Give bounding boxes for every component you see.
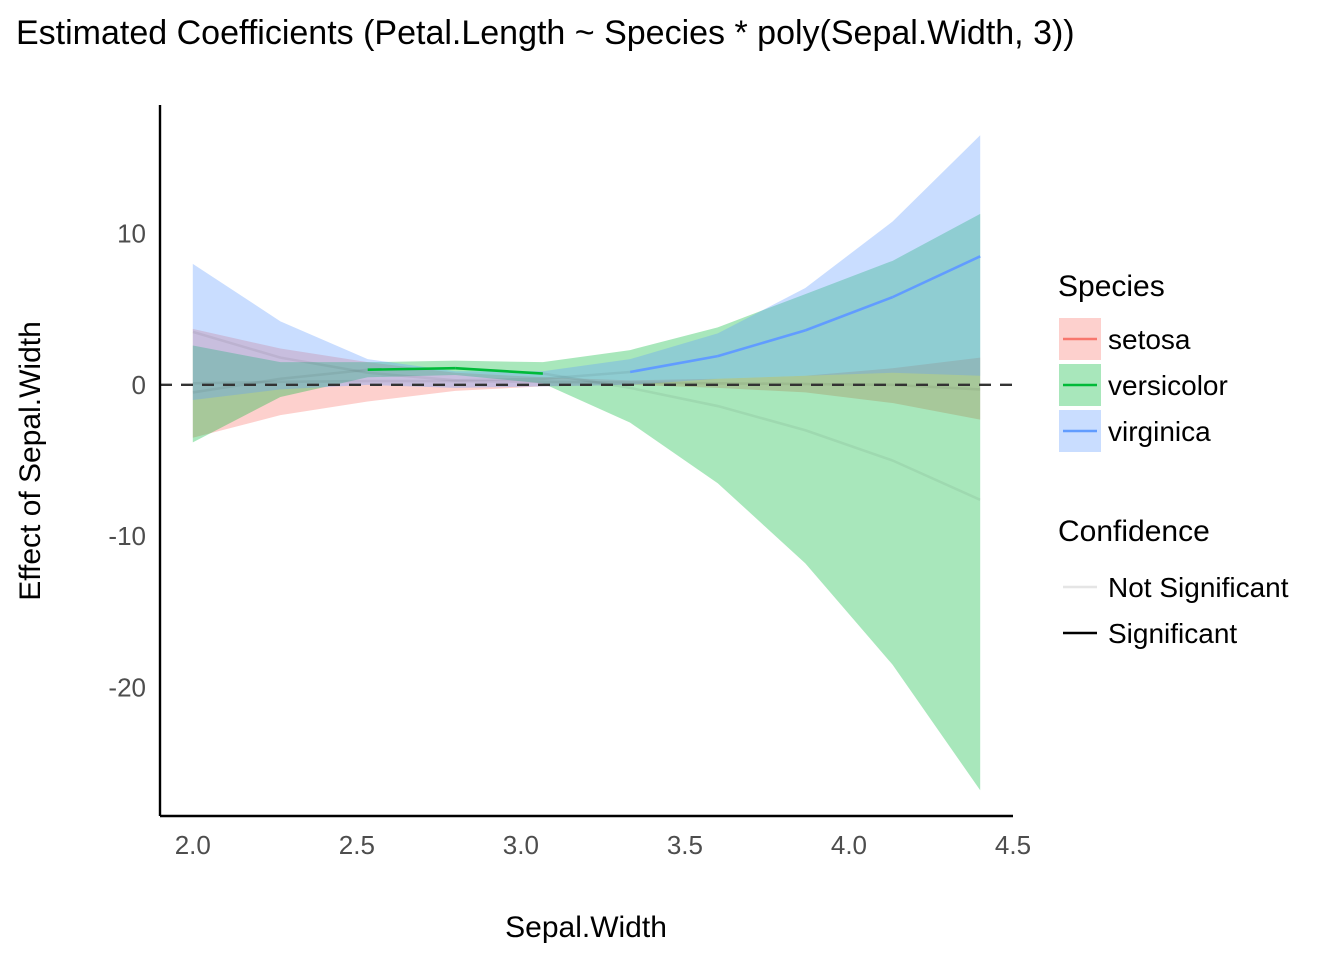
line-segment-setosa xyxy=(630,381,718,385)
line-segment-virginica xyxy=(455,377,543,382)
legend-confidence-items: Not Significant Significant xyxy=(1063,572,1289,649)
line-segment-virginica xyxy=(542,370,631,381)
line-segment-virginica xyxy=(629,354,718,374)
line-segment-setosa xyxy=(542,380,631,384)
y-axis-title: Effect of Sepal.Width xyxy=(14,321,47,601)
y-tick-label: -10 xyxy=(108,521,146,551)
line-segment-versicolor xyxy=(367,366,456,372)
legend-label-virginica: virginica xyxy=(1108,416,1211,447)
chart-title: Estimated Coefficients (Petal.Length ~ S… xyxy=(16,14,1075,52)
legend-species-title: Species xyxy=(1058,270,1165,303)
line-segment-versicolor xyxy=(804,429,894,462)
line-segment-setosa xyxy=(280,379,368,384)
line-segment-versicolor xyxy=(629,386,718,408)
x-axis-title: Sepal.Width xyxy=(505,911,667,944)
x-tick-label: 2.0 xyxy=(175,830,211,860)
x-tick-label: 3.0 xyxy=(503,830,539,860)
y-tick-label: 0 xyxy=(132,370,146,400)
legend-confidence-title: Confidence xyxy=(1058,515,1210,548)
line-segment-virginica xyxy=(804,295,894,332)
legend-species-items: setosa versicolor virginica xyxy=(1059,318,1228,452)
y-axis-ticks: -20 -10 0 10 xyxy=(108,219,146,703)
legend-confidence-label: Not Significant xyxy=(1108,572,1289,603)
line-segment-setosa xyxy=(455,379,543,384)
line-segment-versicolor xyxy=(717,404,806,432)
x-axis-ticks: 2.0 2.5 3.0 3.5 4.0 4.5 xyxy=(175,830,1031,860)
x-tick-label: 2.5 xyxy=(339,830,375,860)
line-segment-virginica xyxy=(717,329,806,358)
x-tick-label: 3.5 xyxy=(667,830,703,860)
legend-label-versicolor: versicolor xyxy=(1108,370,1228,401)
line-segment-versicolor xyxy=(542,372,631,390)
line-segment-virginica xyxy=(280,356,368,375)
x-tick-label: 4.0 xyxy=(831,830,867,860)
line-segment-setosa xyxy=(892,383,981,391)
band-virginica xyxy=(192,135,981,400)
x-tick-label: 4.5 xyxy=(995,830,1031,860)
line-segment-versicolor xyxy=(192,377,281,394)
band-versicolor xyxy=(192,213,981,791)
estimate-lines xyxy=(192,255,981,502)
y-tick-label: 10 xyxy=(117,219,146,249)
line-segment-virginica xyxy=(367,371,456,382)
line-segment-virginica xyxy=(892,255,981,299)
legend-confidence-label: Significant xyxy=(1108,618,1237,649)
band-setosa xyxy=(192,328,981,438)
confidence-bands xyxy=(192,135,981,791)
line-segment-virginica xyxy=(192,330,281,359)
line-segment-versicolor xyxy=(455,366,543,375)
legend-label-setosa: setosa xyxy=(1108,324,1191,355)
legend: Species setosa versicolor virginica Confid… xyxy=(1058,270,1289,649)
line-segment-setosa xyxy=(192,380,281,385)
line-segment-versicolor xyxy=(280,368,368,381)
y-tick-label: -20 xyxy=(108,672,146,702)
line-segment-versicolor xyxy=(892,459,981,502)
